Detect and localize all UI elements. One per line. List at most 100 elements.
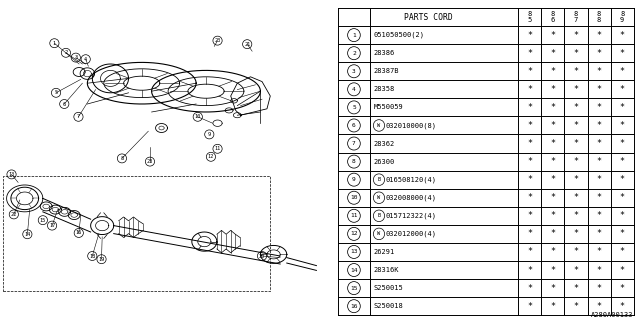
Text: 28316K: 28316K (373, 267, 399, 273)
Text: *: * (573, 175, 579, 184)
Text: PARTS CORD: PARTS CORD (404, 12, 452, 21)
Text: 8
6: 8 6 (551, 11, 555, 23)
Text: 28386: 28386 (373, 50, 395, 56)
Text: 7: 7 (77, 114, 80, 119)
Text: *: * (596, 31, 602, 40)
Text: *: * (596, 85, 602, 94)
Text: *: * (527, 67, 532, 76)
Text: 8
7: 8 7 (574, 11, 578, 23)
Text: 23: 23 (214, 38, 221, 43)
Text: *: * (596, 121, 602, 130)
Text: *: * (596, 247, 602, 256)
Text: *: * (550, 302, 556, 311)
Text: 14: 14 (350, 268, 358, 273)
Text: *: * (550, 193, 556, 202)
Text: 10: 10 (350, 195, 358, 200)
Text: 8: 8 (120, 156, 124, 161)
Text: *: * (527, 211, 532, 220)
Text: *: * (573, 284, 579, 292)
Text: *: * (573, 157, 579, 166)
Text: *: * (573, 302, 579, 311)
Text: 12: 12 (208, 154, 214, 159)
Text: 7: 7 (352, 141, 356, 146)
Text: 18: 18 (89, 253, 95, 259)
Text: *: * (620, 266, 625, 275)
Text: 6: 6 (352, 123, 356, 128)
Text: *: * (573, 121, 579, 130)
Text: *: * (527, 266, 532, 275)
Text: *: * (527, 157, 532, 166)
Text: 8
8: 8 8 (597, 11, 601, 23)
Text: W: W (378, 123, 381, 128)
Text: 051050500(2): 051050500(2) (373, 32, 424, 38)
Text: 14: 14 (24, 232, 31, 237)
Text: *: * (596, 139, 602, 148)
Text: 10: 10 (195, 114, 201, 119)
Text: 4: 4 (84, 57, 87, 62)
Text: *: * (596, 103, 602, 112)
Text: 6: 6 (63, 101, 66, 107)
Text: *: * (573, 247, 579, 256)
Text: *: * (620, 247, 625, 256)
Text: 16: 16 (350, 304, 358, 309)
Text: *: * (550, 49, 556, 58)
Text: *: * (620, 157, 625, 166)
Text: *: * (550, 67, 556, 76)
Text: S250018: S250018 (373, 303, 403, 309)
Text: *: * (620, 175, 625, 184)
Text: 016508120(4): 016508120(4) (386, 176, 437, 183)
Text: 8: 8 (352, 159, 356, 164)
Text: *: * (573, 31, 579, 40)
Text: *: * (550, 139, 556, 148)
Text: 015712322(4): 015712322(4) (386, 212, 437, 219)
Text: *: * (620, 49, 625, 58)
Text: *: * (596, 229, 602, 238)
Text: *: * (596, 302, 602, 311)
Text: *: * (550, 85, 556, 94)
Text: 1: 1 (352, 33, 356, 38)
Text: *: * (573, 49, 579, 58)
Text: *: * (596, 175, 602, 184)
Text: S250015: S250015 (373, 285, 403, 291)
Text: 23: 23 (147, 159, 153, 164)
Text: *: * (550, 229, 556, 238)
Text: *: * (527, 121, 532, 130)
Text: 16: 16 (76, 230, 82, 236)
Text: *: * (620, 103, 625, 112)
Text: A280A00133: A280A00133 (591, 312, 634, 318)
Text: *: * (620, 211, 625, 220)
Text: *: * (573, 229, 579, 238)
Text: 20: 20 (259, 253, 265, 259)
Text: 15: 15 (350, 285, 358, 291)
Text: 4: 4 (352, 87, 356, 92)
Text: *: * (550, 266, 556, 275)
Text: 2: 2 (65, 50, 67, 55)
Text: 8
5: 8 5 (528, 11, 532, 23)
Text: *: * (527, 193, 532, 202)
Text: *: * (550, 121, 556, 130)
Text: 11: 11 (350, 213, 358, 218)
Text: 032010000(8): 032010000(8) (386, 122, 437, 129)
Text: *: * (527, 284, 532, 292)
Text: *: * (573, 211, 579, 220)
Text: B: B (378, 213, 381, 218)
Text: *: * (596, 266, 602, 275)
Text: *: * (573, 139, 579, 148)
Text: *: * (573, 85, 579, 94)
Text: 17: 17 (49, 223, 55, 228)
Text: *: * (527, 85, 532, 94)
Text: 21: 21 (244, 42, 250, 47)
Text: 2: 2 (352, 51, 356, 56)
Text: *: * (620, 31, 625, 40)
Text: 9: 9 (208, 132, 211, 137)
Text: *: * (550, 247, 556, 256)
Text: *: * (620, 121, 625, 130)
Text: 22: 22 (11, 212, 17, 217)
Text: *: * (596, 49, 602, 58)
Text: 15: 15 (40, 218, 46, 223)
Text: *: * (620, 284, 625, 292)
Text: *: * (527, 31, 532, 40)
Text: W: W (378, 195, 381, 200)
Text: *: * (527, 103, 532, 112)
Text: *: * (596, 67, 602, 76)
